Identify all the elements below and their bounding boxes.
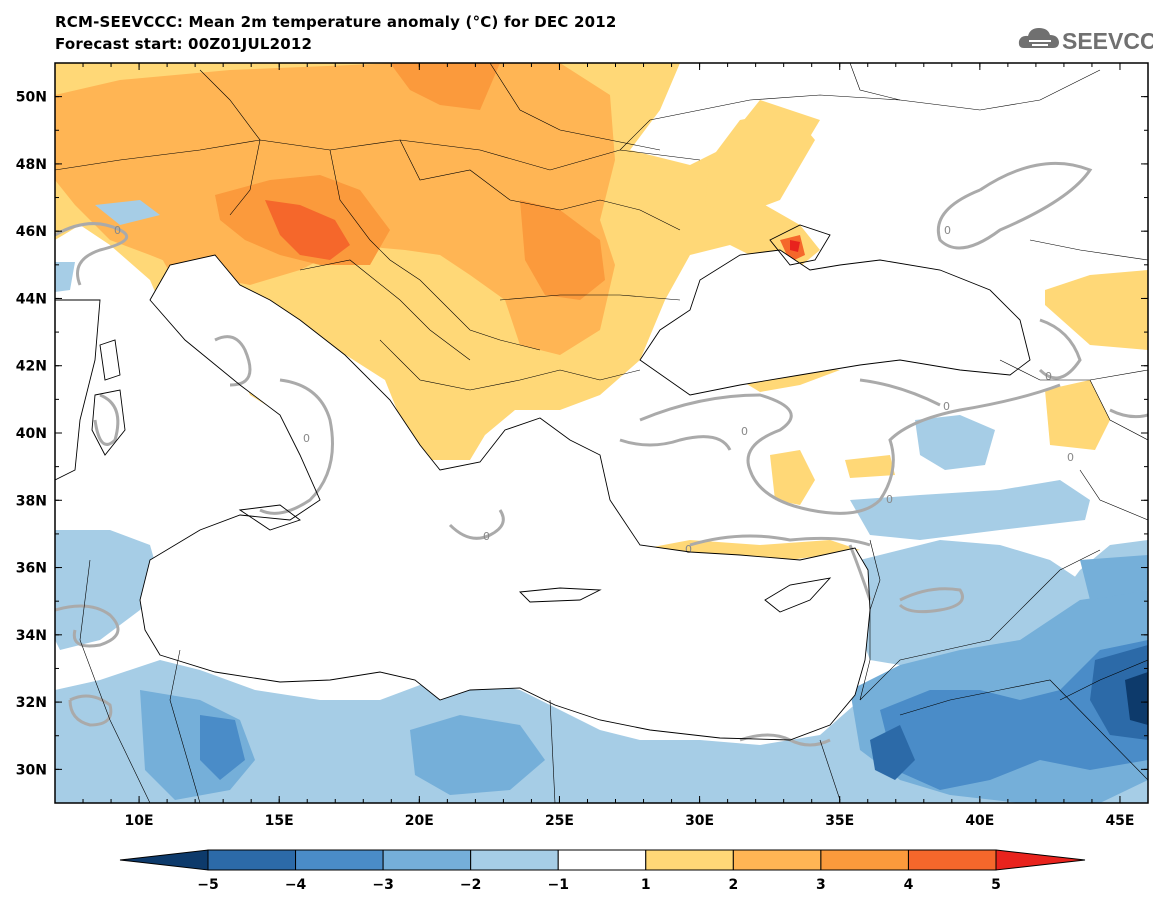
lat-tick-label: 50N <box>16 90 47 106</box>
svg-text:0: 0 <box>685 543 692 556</box>
crete-coast <box>519 587 602 603</box>
lat-tick-label: 40N <box>16 426 47 442</box>
colorbar-label: 2 <box>728 877 738 893</box>
lon-tick-label: 25E <box>545 813 574 829</box>
warm1-region-caucasus <box>1045 380 1110 450</box>
colorbar-segment <box>907 849 997 871</box>
black-sea-coast <box>639 249 1031 396</box>
logo-text: SEEVCCC <box>1062 28 1153 54</box>
colorbar-label: 3 <box>816 877 826 893</box>
cold1-region-east-mediterranean <box>855 540 1080 665</box>
lat-tick-label: 46N <box>16 224 47 240</box>
colorbar-label: 4 <box>904 877 914 893</box>
latitude-axis: 30N 32N 34N 36N 38N 40N 42N 44N 46N 48N 50N <box>16 62 1148 804</box>
corsica-coast <box>99 339 121 381</box>
svg-text:0: 0 <box>886 493 893 506</box>
sicily-coast <box>238 504 301 531</box>
svg-text:0: 0 <box>943 400 950 413</box>
tyrrhenian-west-sea <box>55 300 100 480</box>
colorbar-left-arrow <box>119 849 209 871</box>
cold-anomaly-fields <box>55 200 1148 803</box>
svg-text:0: 0 <box>944 224 951 237</box>
lon-tick-label: 10E <box>125 813 154 829</box>
colorbar-segment <box>382 849 472 871</box>
svg-text:0: 0 <box>303 432 310 445</box>
warm1-region-anatolia-spot2 <box>845 455 895 478</box>
sea-areas <box>55 250 1030 740</box>
colorbar-segment <box>820 849 909 871</box>
lat-tick-label: 42N <box>16 359 47 375</box>
colorbar-label: −4 <box>285 877 307 893</box>
country-borders <box>55 63 1148 803</box>
lat-tick-label: 32N <box>16 695 47 711</box>
warm1-region-ne-corner <box>1045 270 1148 350</box>
cold3-region-africa <box>200 715 245 780</box>
crimea-coast <box>769 224 831 266</box>
lat-tick-label: 36N <box>16 561 47 577</box>
seevccc-logo: SEEVCCC <box>1018 28 1153 54</box>
cold2-region-africa-central <box>410 715 545 795</box>
lat-tick-label: 30N <box>16 762 47 778</box>
warm1-region-east <box>705 110 815 215</box>
lon-tick-label: 35E <box>825 813 854 829</box>
colorbar-label: −1 <box>547 877 568 893</box>
lon-tick-label: 40E <box>965 813 994 829</box>
forecast-start-subtitle: Forecast start: 00Z01JUL2012 <box>55 35 313 53</box>
svg-text:0: 0 <box>114 224 121 237</box>
cold5-region-iraq <box>1125 672 1148 725</box>
lon-tick-label: 15E <box>265 813 294 829</box>
cold4-region-jordan <box>870 725 915 780</box>
map-title: RCM-SEEVCCC: Mean 2m temperature anomaly… <box>55 13 617 31</box>
black-sea <box>640 250 1030 395</box>
warm3-region-north <box>390 63 500 110</box>
lat-tick-label: 34N <box>16 628 47 644</box>
cloud-icon <box>1018 28 1059 48</box>
cyprus-coast <box>764 577 832 613</box>
colorbar-segment <box>645 849 734 871</box>
colorbar-label: −2 <box>460 877 481 893</box>
sardinia-coast <box>91 389 126 456</box>
warm5-region-crimea <box>790 240 800 252</box>
cold1-region-anatolia-east <box>915 415 995 470</box>
zero-contours <box>55 161 1148 747</box>
cold1-region-north-west <box>95 200 160 225</box>
svg-text:0: 0 <box>1067 451 1074 464</box>
cold3-region-arabia <box>880 640 1148 790</box>
mediterranean-sea <box>140 255 870 740</box>
longitude-axis: 10E 15E 20E 25E 30E 35E 40E 45E <box>54 63 1149 829</box>
colorbar-segment <box>732 849 822 871</box>
colorbar-label: −5 <box>197 877 218 893</box>
colorbar-label: 5 <box>991 877 1001 893</box>
cold1-region-west <box>55 530 160 650</box>
coastlines <box>55 224 1031 741</box>
west-edge-coast <box>55 299 101 481</box>
lat-tick-label: 38N <box>16 493 47 509</box>
mediterranean-coast <box>139 254 871 741</box>
colorbar-legend: −5 −4 −3 −2 −1 1 2 3 4 5 <box>119 849 1086 893</box>
cold2-region-east-medit <box>1080 555 1148 600</box>
svg-text:0: 0 <box>483 530 490 543</box>
lat-tick-label: 48N <box>16 157 47 173</box>
lon-tick-label: 45E <box>1105 813 1134 829</box>
colorbar-segment <box>470 849 559 871</box>
cold1-region-west-edge <box>55 262 75 292</box>
warm4-region-croatia <box>265 200 350 260</box>
colorbar-label: 1 <box>641 877 651 893</box>
cold1-region-anatolia-south <box>850 480 1090 540</box>
lon-tick-label: 30E <box>685 813 714 829</box>
warm3-region-romania <box>520 200 605 300</box>
colorbar-segment <box>295 849 384 871</box>
warm1-region-anatolia-spot <box>770 450 815 505</box>
svg-text:0: 0 <box>741 425 748 438</box>
colorbar-right-arrow <box>995 849 1086 871</box>
colorbar-segment <box>557 849 647 871</box>
lon-tick-label: 20E <box>405 813 434 829</box>
contour-labels: 0 0 0 0 0 0 0 0 0 0 <box>114 224 1074 556</box>
svg-text:0: 0 <box>1045 370 1052 383</box>
colorbar-label: −3 <box>372 877 393 893</box>
colorbar-segment <box>207 849 297 871</box>
lat-tick-label: 44N <box>16 291 47 307</box>
